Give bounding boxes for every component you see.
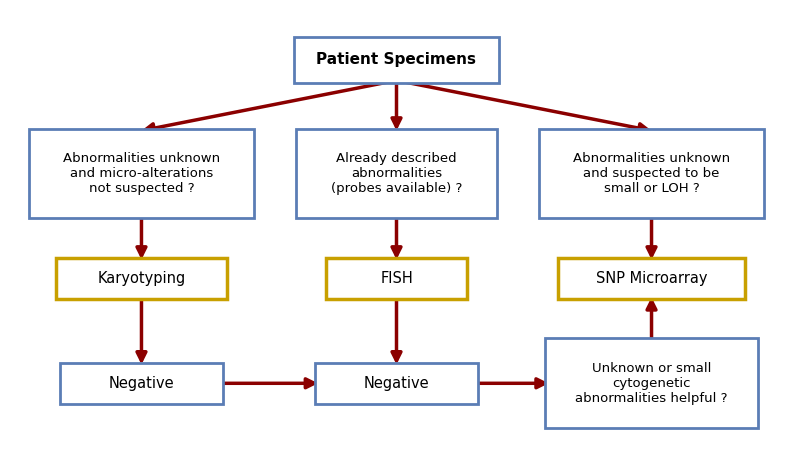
Text: FISH: FISH	[380, 271, 413, 286]
FancyBboxPatch shape	[326, 258, 467, 299]
FancyBboxPatch shape	[56, 258, 227, 299]
Text: Negative: Negative	[109, 376, 174, 391]
Text: SNP Microarray: SNP Microarray	[596, 271, 707, 286]
FancyBboxPatch shape	[558, 258, 745, 299]
Text: Negative: Negative	[364, 376, 429, 391]
FancyBboxPatch shape	[29, 129, 254, 218]
Text: Already described
abnormalities
(probes available) ?: Already described abnormalities (probes …	[331, 152, 462, 195]
Text: Unknown or small
cytogenetic
abnormalities helpful ?: Unknown or small cytogenetic abnormaliti…	[575, 362, 728, 405]
FancyBboxPatch shape	[59, 363, 224, 404]
FancyBboxPatch shape	[315, 363, 478, 404]
FancyBboxPatch shape	[545, 339, 758, 428]
Text: Karyotyping: Karyotyping	[98, 271, 186, 286]
Text: Patient Specimens: Patient Specimens	[316, 53, 477, 67]
Text: Abnormalities unknown
and suspected to be
small or LOH ?: Abnormalities unknown and suspected to b…	[573, 152, 730, 195]
FancyBboxPatch shape	[296, 129, 497, 218]
Text: Abnormalities unknown
and micro-alterations
not suspected ?: Abnormalities unknown and micro-alterati…	[63, 152, 220, 195]
FancyBboxPatch shape	[293, 37, 500, 83]
FancyBboxPatch shape	[539, 129, 764, 218]
